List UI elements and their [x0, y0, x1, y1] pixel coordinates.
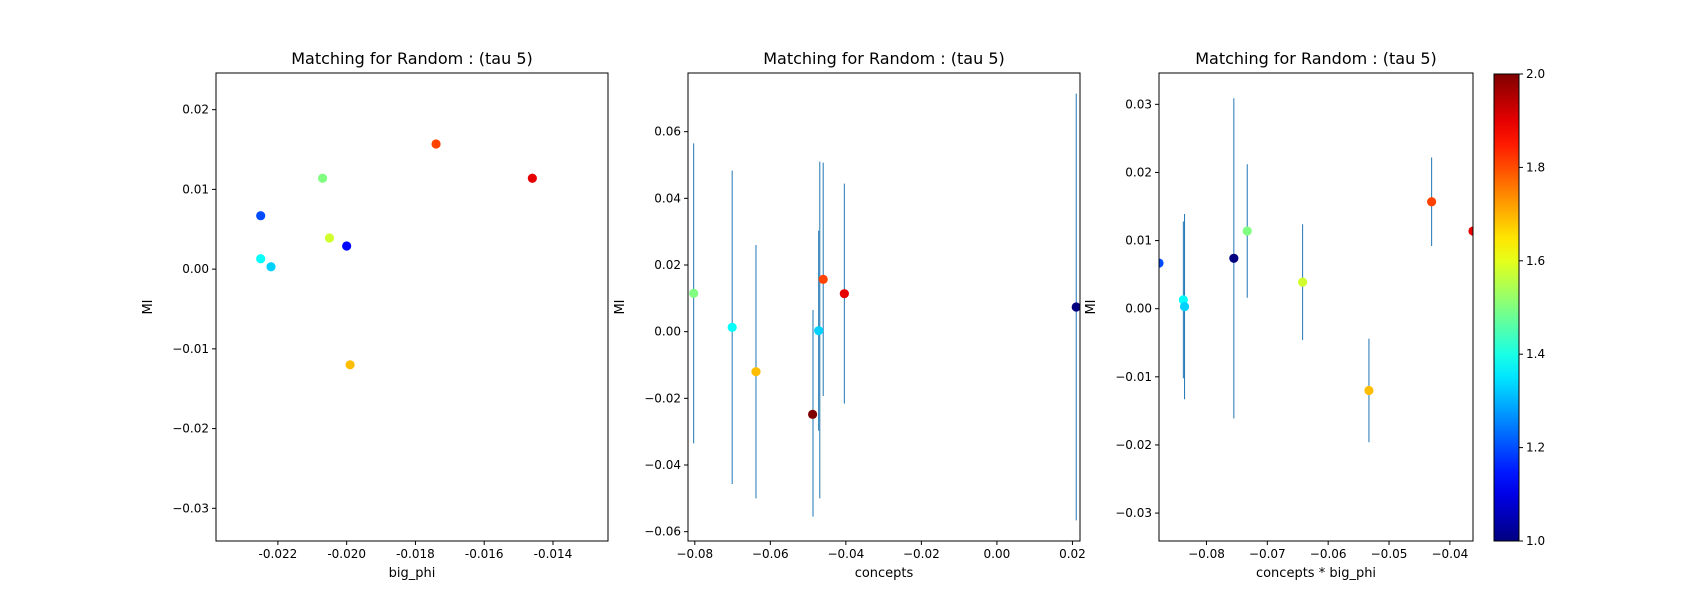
chart-title: Matching for Random : (tau 5)	[763, 49, 1005, 68]
x-axis-label: concepts	[855, 566, 914, 581]
data-point	[266, 262, 276, 272]
data-point	[1229, 253, 1239, 263]
scatter-panels: Matching for Random : (tau 5) -0.022 -0.02…	[141, 49, 1474, 581]
data-point	[689, 288, 699, 298]
y-tick-label: 0.01	[1125, 234, 1152, 248]
y-tick-label: −0.04	[644, 458, 681, 472]
data-point	[814, 326, 824, 336]
data-point	[751, 367, 761, 377]
data-point	[342, 241, 352, 251]
colorbar-tick-label: 2.0	[1526, 67, 1545, 81]
y-tick-label: 0.02	[182, 103, 209, 117]
y-tick-label: 0.02	[654, 258, 681, 272]
x-tick-label: 0.00	[984, 547, 1011, 561]
data-layer	[1159, 98, 1473, 443]
data-point	[324, 233, 335, 243]
data-layer	[256, 139, 537, 370]
y-tick-label: 0.02	[1125, 165, 1152, 179]
y-tick-label: −0.02	[172, 422, 209, 436]
y-tick-label: 0.04	[654, 191, 681, 205]
data-point	[1427, 197, 1437, 207]
x-tick-label: -0.014	[534, 547, 573, 561]
data-point	[256, 211, 266, 221]
x-tick-label: −0.06	[752, 547, 789, 561]
x-tick-label: −0.04	[827, 547, 864, 561]
x-tick-label: -0.016	[465, 547, 504, 561]
x-tick-label: −0.08	[1188, 547, 1225, 561]
data-point	[345, 360, 355, 370]
data-point	[317, 173, 328, 183]
axes-frame	[215, 72, 609, 542]
x-tick-label: -0.018	[396, 547, 435, 561]
data-point	[527, 173, 537, 183]
x-axis-label: concepts * big_phi	[1256, 566, 1376, 581]
y-tick-label: −0.01	[1115, 370, 1152, 384]
y-tick-label: 0.00	[182, 262, 209, 276]
axes-frame	[1158, 72, 1474, 542]
x-tick-label: -0.022	[259, 547, 298, 561]
data-point	[1159, 258, 1164, 268]
chart-title: Matching for Random : (tau 5)	[1195, 49, 1437, 68]
x-axis-label: big_phi	[389, 566, 436, 581]
colorbar-tick-label: 1.4	[1526, 347, 1545, 361]
data-point	[1071, 302, 1080, 312]
scatter-panel-3: Matching for Random : (tau 5) −0.08 −0.07 −…	[1084, 49, 1474, 581]
axes-frame	[687, 72, 1081, 542]
x-tick-label: −0.06	[1310, 547, 1347, 561]
y-tick-label: 0.01	[182, 182, 209, 196]
y-tick-label: 0.00	[654, 325, 681, 339]
x-tick-label: −0.05	[1371, 547, 1408, 561]
data-point	[727, 322, 737, 332]
colorbar: 1.0 1.2 1.4 1.6 1.8 2.0	[1493, 67, 1545, 548]
x-tick-label: -0.020	[327, 547, 366, 561]
y-axis-label: MI	[141, 299, 156, 314]
scatter-panel-2: Matching for Random : (tau 5) −0.08 −0.06 −…	[613, 49, 1086, 581]
x-tick-label: 0.02	[1059, 547, 1086, 561]
y-axis-label: MI	[1084, 299, 1099, 314]
y-axis-label: MI	[613, 299, 628, 314]
colorbar-tick-label: 1.6	[1526, 254, 1545, 268]
y-tick-label: 0.00	[1125, 302, 1152, 316]
scatter-panel-1: Matching for Random : (tau 5) -0.022 -0.02…	[141, 49, 609, 581]
data-point	[431, 139, 441, 149]
chart-title: Matching for Random : (tau 5)	[291, 49, 533, 68]
x-tick-label: −0.04	[1431, 547, 1468, 561]
x-tick-label: −0.02	[903, 547, 940, 561]
data-point	[839, 289, 849, 299]
colorbar-gradient	[1493, 73, 1520, 542]
data-point	[1178, 295, 1188, 305]
data-point	[808, 409, 818, 419]
colorbar-tick-label: 1.2	[1526, 441, 1545, 455]
data-point	[256, 254, 266, 264]
y-tick-label: −0.01	[172, 342, 209, 356]
data-point	[1364, 385, 1374, 396]
x-tick-label: −0.08	[676, 547, 713, 561]
data-point	[1298, 277, 1308, 287]
data-point	[1179, 302, 1190, 312]
data-point	[1468, 226, 1473, 236]
y-tick-label: −0.03	[172, 501, 209, 515]
colorbar-tick-label: 1.8	[1526, 160, 1545, 174]
y-tick-label: 0.03	[1125, 97, 1152, 111]
data-point	[818, 274, 828, 284]
y-tick-label: −0.06	[644, 525, 681, 539]
data-layer	[689, 93, 1080, 521]
y-tick-label: −0.02	[644, 391, 681, 405]
y-tick-label: −0.03	[1115, 506, 1152, 520]
data-point	[1242, 226, 1252, 236]
y-tick-label: −0.02	[1115, 438, 1152, 452]
y-tick-label: 0.06	[654, 125, 681, 139]
colorbar-tick-label: 1.0	[1526, 534, 1545, 548]
x-tick-label: −0.07	[1249, 547, 1286, 561]
